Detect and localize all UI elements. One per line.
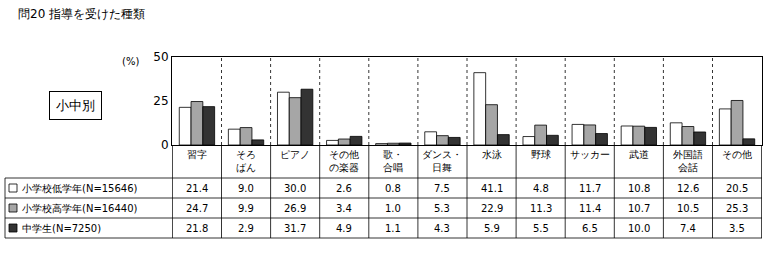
svg-text:5.9: 5.9: [484, 223, 500, 234]
svg-text:その他: その他: [722, 149, 752, 160]
svg-text:ダンス・日舞: ダンス・日舞: [422, 149, 462, 173]
svg-text:6.5: 6.5: [582, 223, 598, 234]
svg-text:3.4: 3.4: [336, 203, 352, 214]
svg-text:10.0: 10.0: [628, 223, 650, 234]
svg-text:10.8: 10.8: [628, 183, 650, 194]
svg-text:3.5: 3.5: [729, 223, 745, 234]
svg-text:小中別: 小中別: [56, 98, 95, 113]
svg-text:4.8: 4.8: [533, 183, 549, 194]
svg-text:25.3: 25.3: [726, 203, 748, 214]
svg-text:問20 指導を受けた種類: 問20 指導を受けた種類: [18, 7, 145, 21]
svg-text:26.9: 26.9: [284, 203, 306, 214]
svg-text:7.5: 7.5: [434, 183, 450, 194]
svg-text:2.9: 2.9: [238, 223, 254, 234]
svg-text:(%): (%): [122, 56, 139, 67]
svg-text:1.0: 1.0: [385, 203, 401, 214]
svg-text:25: 25: [153, 94, 168, 108]
svg-text:5.5: 5.5: [533, 223, 549, 234]
svg-text:5.3: 5.3: [434, 203, 450, 214]
svg-text:24.7: 24.7: [186, 203, 208, 214]
svg-text:9.9: 9.9: [238, 203, 254, 214]
svg-text:22.9: 22.9: [481, 203, 503, 214]
svg-text:小学校低学年(N=15646): 小学校低学年(N=15646): [22, 183, 138, 194]
svg-text:50: 50: [153, 50, 168, 64]
svg-text:サッカー: サッカー: [570, 149, 610, 160]
svg-text:21.8: 21.8: [186, 223, 208, 234]
svg-text:2.6: 2.6: [336, 183, 352, 194]
svg-text:その他の楽器: その他の楽器: [329, 149, 359, 173]
svg-text:21.4: 21.4: [186, 183, 208, 194]
svg-text:野球: 野球: [531, 149, 551, 160]
svg-text:7.4: 7.4: [680, 223, 696, 234]
svg-text:0.8: 0.8: [385, 183, 401, 194]
svg-text:11.7: 11.7: [579, 183, 601, 194]
svg-text:1.1: 1.1: [385, 223, 401, 234]
svg-text:11.3: 11.3: [530, 203, 552, 214]
svg-text:41.1: 41.1: [481, 183, 503, 194]
svg-text:9.0: 9.0: [238, 183, 254, 194]
svg-text:20.5: 20.5: [726, 183, 748, 194]
svg-text:0: 0: [161, 138, 169, 152]
svg-text:4.9: 4.9: [336, 223, 352, 234]
svg-text:31.7: 31.7: [284, 223, 306, 234]
svg-text:12.6: 12.6: [677, 183, 699, 194]
svg-text:歌・合唱: 歌・合唱: [383, 149, 403, 173]
svg-text:10.7: 10.7: [628, 203, 650, 214]
svg-text:ピアノ: ピアノ: [280, 149, 310, 160]
svg-text:小学校高学年(N=16440): 小学校高学年(N=16440): [22, 203, 138, 214]
svg-text:武道: 武道: [629, 149, 649, 160]
svg-text:10.5: 10.5: [677, 203, 699, 214]
svg-text:外国語会話: 外国語会話: [673, 149, 703, 173]
svg-text:習字: 習字: [187, 149, 207, 160]
svg-text:4.3: 4.3: [434, 223, 450, 234]
svg-text:水泳: 水泳: [482, 149, 502, 160]
svg-text:そろばん: そろばん: [236, 149, 256, 173]
svg-text:中学生(N=7250): 中学生(N=7250): [22, 223, 101, 234]
svg-text:11.4: 11.4: [579, 203, 601, 214]
svg-text:30.0: 30.0: [284, 183, 306, 194]
